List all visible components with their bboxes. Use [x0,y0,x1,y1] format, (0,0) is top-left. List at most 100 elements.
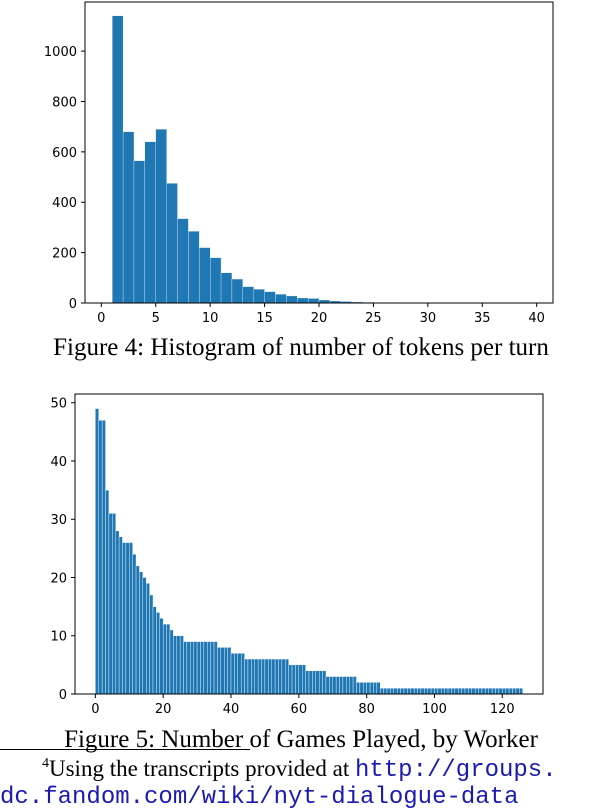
histogram-bar [475,688,478,694]
histogram-bar [438,688,441,694]
histogram-bar [272,659,275,694]
histogram-bar [516,688,519,694]
histogram-bar [326,677,329,694]
histogram-bar [519,688,522,694]
histogram-bar [194,642,197,694]
histogram-bar [496,688,499,694]
histogram-bar [221,273,232,303]
histogram-bar [502,688,505,694]
histogram-bar [360,682,363,694]
footnote-marker: 4 [42,756,49,771]
histogram-bar [143,577,146,694]
histogram-bar [390,688,393,694]
histogram-bar [499,688,502,694]
histogram-bar [99,420,102,694]
x-tick-label: 10 [202,311,219,326]
y-tick-label: 50 [50,397,67,412]
x-tick-label: 20 [311,311,328,326]
histogram-bar [187,642,190,694]
histogram-bar [248,659,251,694]
histogram-bar [129,543,132,694]
histogram-bar [451,688,454,694]
histogram-bar [251,659,254,694]
histogram-bar [180,636,183,694]
y-tick-label: 40 [50,455,67,470]
histogram-bar [188,231,199,303]
histogram-bar [95,409,98,694]
x-tick-label: 40 [528,311,545,326]
histogram-bar [278,659,281,694]
histogram-bar [319,671,322,694]
x-tick-label: 40 [223,702,240,717]
histogram-bar [102,420,105,694]
histogram-bar [441,688,444,694]
histogram-bar [350,677,353,694]
histogram-bar [150,595,153,694]
histogram-bar [434,688,437,694]
footnote: 4Using the transcripts provided at http:… [42,756,557,784]
histogram-bar [286,296,297,303]
x-tick-label: 25 [365,311,382,326]
y-tick-label: 200 [52,247,77,262]
histogram-bar [407,688,410,694]
histogram-bar [122,543,125,694]
histogram-bar [356,682,359,694]
histogram-bar [156,129,167,303]
histogram-bar [468,688,471,694]
histogram-bar [363,682,366,694]
histogram-bar [265,292,276,303]
histogram-bar [289,665,292,694]
histogram-bar [309,671,312,694]
histogram-bar [387,688,390,694]
histogram-bar [489,688,492,694]
histogram-bar [255,659,258,694]
x-tick-label: 0 [97,311,105,326]
histogram-bar [506,688,509,694]
histogram-bar [126,543,129,694]
histogram-bar [302,665,305,694]
histogram-bar [156,612,159,694]
x-tick-label: 20 [155,702,172,717]
histogram-bar [136,566,139,694]
histogram-bar [232,279,243,303]
histogram-bar [123,132,134,303]
histogram-bar [145,142,156,303]
histogram-bar [431,688,434,694]
histogram-bar [197,642,200,694]
histogram-bar [254,289,265,303]
y-tick-label: 10 [50,630,67,645]
histogram-bar [231,653,234,694]
histogram-bar [243,287,254,303]
histogram-bar [265,659,268,694]
y-tick-label: 1000 [44,45,77,60]
histogram-bar [200,642,203,694]
histogram-bar [112,16,123,303]
histogram-bar [377,682,380,694]
histogram-bar [512,688,515,694]
histogram-bar [282,659,285,694]
histogram-bar [297,298,308,303]
histogram-bar [133,554,136,694]
histogram-bar [465,688,468,694]
histogram-bar [160,618,163,694]
x-tick-label: 30 [420,311,437,326]
histogram-bar [268,659,271,694]
histogram-bar [275,294,286,303]
histogram-bar [167,183,178,303]
histogram-bar [184,642,187,694]
footnote-link-continued[interactable]: dc.fandom.com/wiki/nyt-dialogue-data [0,784,518,811]
x-tick-label: 0 [91,702,99,717]
histogram-bar [458,688,461,694]
footnote-link[interactable]: http://groups. [355,757,557,784]
histogram-bar [380,688,383,694]
histogram-bar [308,298,319,303]
histogram-bar [336,677,339,694]
histogram-bar [285,659,288,694]
x-tick-label: 120 [490,702,515,717]
histogram-bar [312,671,315,694]
histogram-bar [445,688,448,694]
histogram-bar [153,607,156,694]
x-tick-label: 80 [358,702,375,717]
histogram-bar [112,513,115,694]
